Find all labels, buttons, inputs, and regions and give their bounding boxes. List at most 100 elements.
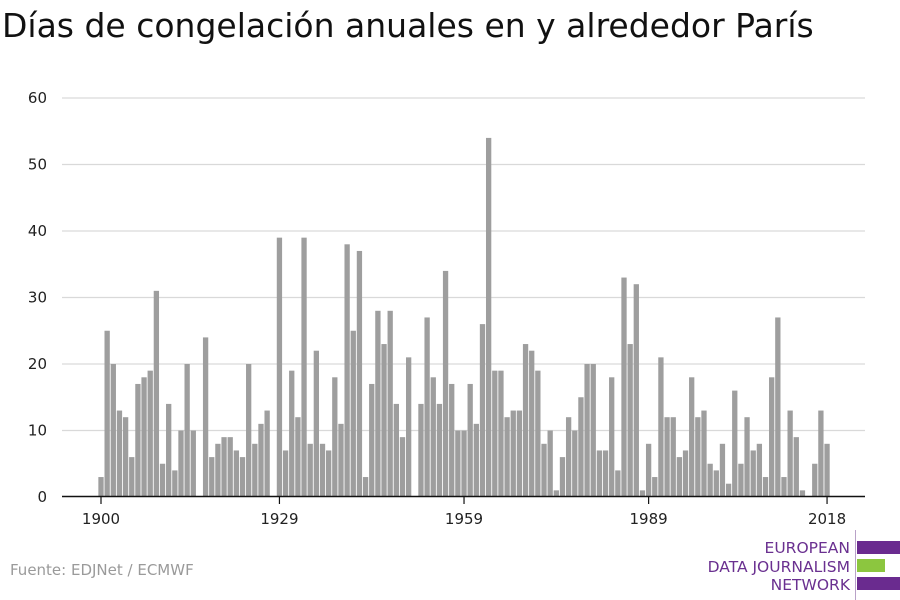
bar-1977 [572,430,578,497]
bar-1965 [498,370,504,497]
bar-1966 [504,417,510,497]
y-tick-label: 20 [28,355,47,373]
bar-2009 [769,377,775,497]
bar-1931 [289,370,295,497]
bar-2000 [713,470,719,497]
bar-1950 [406,357,412,497]
bar-1948 [393,403,399,497]
bar-1957 [449,383,455,497]
logo-bar-middle [857,559,885,572]
bar-2004 [738,463,744,497]
bar-1903 [116,410,123,497]
source-note: Fuente: EDJNet / ECMWF [10,561,194,579]
bar-2006 [750,450,756,497]
bar-1910 [159,463,166,497]
x-axis-ticks [100,497,828,504]
bar-1913 [178,430,184,497]
bar-1991 [658,357,664,497]
bar-1990 [652,477,658,497]
bar-1998 [701,410,707,497]
bar-1969 [522,344,529,497]
x-tick-label: 1989 [630,510,668,528]
bar-1947 [387,310,393,497]
y-tick-label: 60 [28,89,47,107]
bar-1961 [473,423,479,497]
logo-bar-bottom [857,577,900,590]
x-tick-label: 2018 [808,510,846,528]
bar-2016 [812,463,818,497]
bar-1923 [239,457,246,497]
bar-1901 [104,330,110,497]
bar-1963 [485,137,492,497]
bar-1934 [307,443,313,497]
x-axis-labels: 1900 1929 1959 1989 2018 [82,510,846,528]
bar-1929 [276,237,283,497]
y-tick-label: 10 [28,422,47,440]
bar-1933 [301,237,307,497]
bar-1967 [510,410,516,497]
bar-2003 [732,390,738,497]
bar-2008 [762,477,769,497]
gridlines [62,97,865,432]
bar-1919 [215,443,221,497]
bar-1976 [565,417,572,497]
bar-2012 [787,410,793,497]
bar-1900 [98,477,104,497]
bar-1927 [264,410,270,497]
bar-1940 [344,244,350,497]
bar-1994 [676,457,683,497]
edjnet-logo: EUROPEAN DATA JOURNALISM NETWORK [700,530,900,600]
bar-1911 [166,403,172,497]
y-axis-labels: 0 10 20 30 40 50 60 [28,89,47,506]
bar-1996 [689,377,695,497]
bar-2010 [775,317,781,497]
bar-1953 [424,317,430,497]
bar-1974 [553,490,559,497]
bar-1982 [602,450,609,497]
bar-1926 [258,423,264,497]
bar-2007 [756,443,763,497]
bar-1908 [147,370,153,497]
bars [98,137,830,497]
bar-1955 [436,403,443,497]
x-tick-label: 1929 [260,510,298,528]
bar-1986 [627,344,633,497]
logo-line-european: EUROPEAN [764,539,850,557]
bar-1972 [541,443,547,497]
bar-1937 [326,450,332,497]
bar-1975 [559,457,566,497]
y-tick-label: 50 [28,156,47,174]
logo-line-data-journalism: DATA JOURNALISM [707,558,850,576]
bar-1993 [670,417,676,497]
bar-1905 [129,457,135,497]
bar-1984 [615,470,621,497]
bar-1921 [227,437,233,497]
bar-1917 [202,337,209,497]
bar-1959 [461,430,467,497]
bar-1999 [707,463,713,497]
bar-1932 [295,417,301,497]
bar-1952 [418,403,424,497]
bar-1906 [135,383,141,497]
bar-1980 [590,364,596,497]
x-tick-label: 1900 [82,510,120,528]
bar-1936 [319,443,326,497]
bar-1918 [209,457,215,497]
bar-1920 [221,437,227,497]
y-tick-label: 30 [28,289,47,307]
bar-2018 [824,443,830,497]
bar-1989 [645,443,652,497]
bar-1914 [184,364,190,497]
bar-1992 [664,417,670,497]
bar-1988 [639,490,646,497]
bar-2002 [725,483,732,497]
bar-1925 [252,443,258,497]
bar-2014 [799,490,806,497]
bar-1946 [381,344,387,497]
bar-2001 [719,443,726,497]
bar-1973 [547,430,553,497]
bar-1924 [246,364,252,497]
bar-2005 [744,417,750,497]
bar-1970 [529,350,535,497]
